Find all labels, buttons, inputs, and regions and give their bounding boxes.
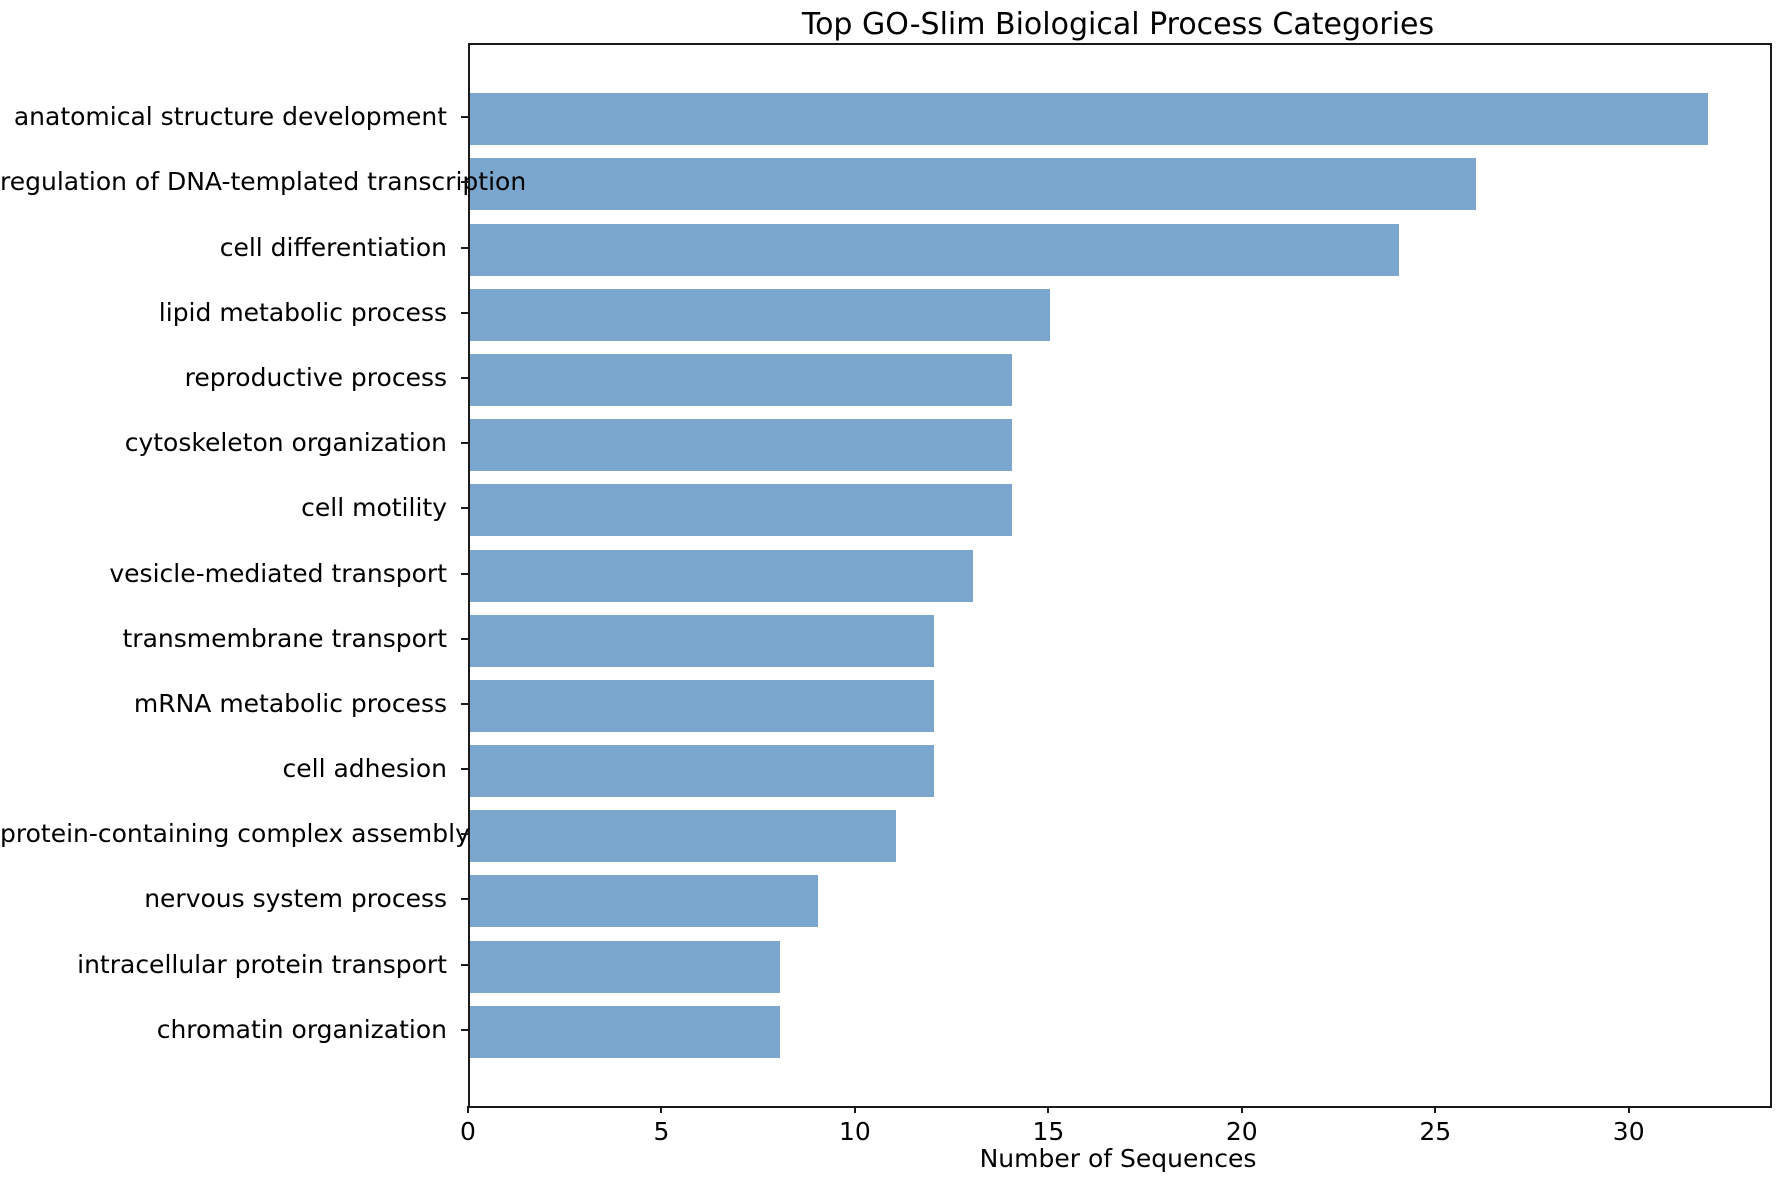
y-tick-mark (461, 246, 468, 249)
y-tick-mark (461, 1028, 468, 1031)
category-label: chromatin organization (156, 1014, 447, 1044)
y-tick-mark (461, 507, 468, 510)
category-label: intracellular protein transport (77, 949, 447, 979)
bar (470, 484, 1012, 537)
category-label: cell differentiation (219, 232, 447, 262)
bar (470, 419, 1012, 472)
bar (470, 223, 1399, 276)
x-tick-label: 10 (838, 1117, 871, 1146)
bar (470, 158, 1476, 211)
category-label: vesicle-mediated transport (109, 558, 447, 588)
y-tick-mark (461, 311, 468, 314)
category-label: transmembrane transport (122, 623, 447, 653)
x-tick-mark (1627, 1106, 1630, 1113)
bar (470, 875, 819, 928)
x-tick-mark (853, 1106, 856, 1113)
x-tick-label: 0 (460, 1117, 476, 1146)
category-label: regulation of DNA-templated transcriptio… (0, 167, 527, 197)
category-label: cytoskeleton organization (124, 428, 447, 458)
bar (470, 1005, 780, 1058)
x-tick-mark (1434, 1106, 1437, 1113)
x-tick-label: 25 (1419, 1117, 1452, 1146)
category-label: reproductive process (184, 362, 447, 392)
bar (470, 353, 1012, 406)
y-tick-mark (461, 768, 468, 771)
category-label: cell adhesion (282, 754, 448, 784)
bar (470, 679, 935, 732)
category-label: anatomical structure development (13, 102, 447, 132)
x-tick-mark (467, 1106, 469, 1113)
x-tick-label: 20 (1225, 1117, 1258, 1146)
chart-title: Top GO-Slim Biological Process Categorie… (801, 7, 1435, 42)
bar (470, 745, 935, 798)
bar (470, 614, 935, 667)
y-tick-mark (461, 702, 468, 705)
y-tick-mark (461, 442, 468, 445)
x-tick-label: 15 (1032, 1117, 1065, 1146)
x-tick-label: 5 (653, 1117, 670, 1146)
y-tick-mark (461, 898, 468, 901)
y-tick-mark (461, 637, 468, 640)
x-tick-mark (1047, 1106, 1050, 1113)
y-tick-mark (461, 963, 468, 966)
bar (470, 549, 973, 602)
y-tick-mark (461, 181, 468, 184)
category-label: cell motility (301, 493, 447, 523)
bar (470, 93, 1709, 146)
plot-area (468, 43, 1772, 1108)
bar (470, 288, 1051, 341)
category-label: protein-containing complex assembly (0, 819, 470, 849)
x-tick-mark (660, 1106, 663, 1113)
category-label: nervous system process (144, 884, 447, 914)
x-tick-mark (1240, 1106, 1243, 1113)
bar (470, 810, 896, 863)
x-tick-label: 30 (1612, 1117, 1645, 1146)
category-label: lipid metabolic process (158, 297, 447, 327)
y-tick-mark (461, 572, 468, 575)
y-tick-mark (461, 116, 468, 119)
x-axis-title: Number of Sequences (979, 1144, 1257, 1173)
y-tick-mark (461, 376, 468, 379)
y-tick-mark (461, 833, 468, 836)
category-label: mRNA metabolic process (133, 688, 447, 718)
bar (470, 940, 780, 993)
